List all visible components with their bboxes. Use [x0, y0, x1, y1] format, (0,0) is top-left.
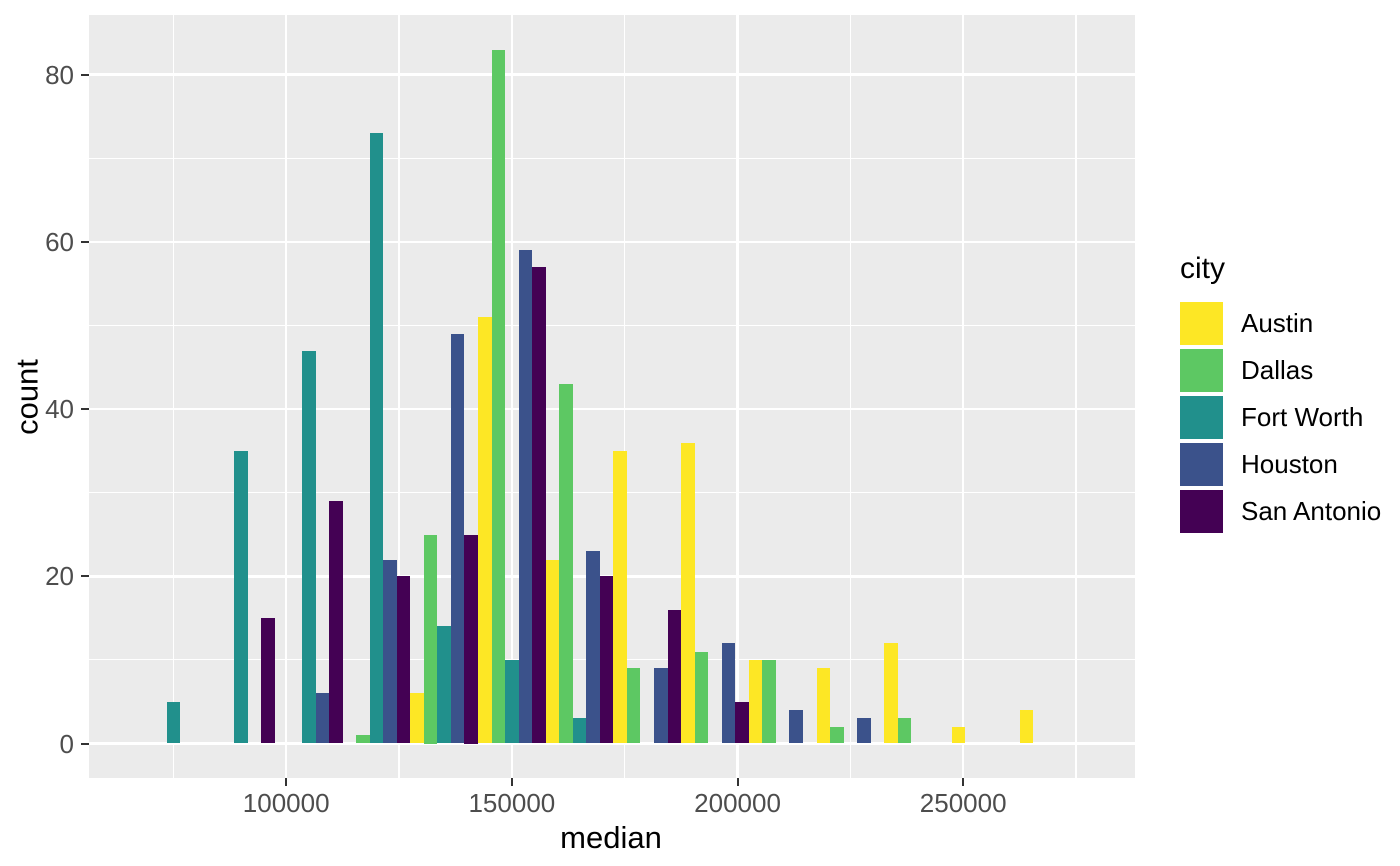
x-tick-mark — [285, 778, 288, 786]
legend-item-label: Houston — [1241, 449, 1338, 479]
y-major-gridline — [89, 73, 1135, 76]
bar-austin-bin150000 — [478, 317, 492, 744]
y-tick-mark — [81, 575, 89, 578]
y-tick-label: 40 — [45, 394, 74, 425]
bar-san-antonio-bin180000 — [667, 609, 682, 744]
y-minor-gridline — [89, 157, 1135, 159]
bar-fort-worth-bin165000 — [572, 718, 587, 744]
x-tick-label: 200000 — [694, 788, 781, 818]
legend: city Austin Dallas Fort Worth Houston San An… — [1180, 252, 1381, 537]
legend-key-swatch — [1180, 490, 1223, 533]
x-major-gridline — [284, 15, 288, 778]
bar-houston-bin165000 — [586, 551, 600, 744]
bar-houston-bin210000 — [789, 710, 803, 744]
bar-dallas-bin180000 — [626, 668, 641, 744]
bar-austin-bin225000 — [816, 668, 831, 744]
legend-items: Austin Dallas Fort Worth Houston San Antonio — [1180, 302, 1381, 533]
bar-dallas-bin120000 — [356, 735, 370, 744]
legend-item-label: Austin — [1241, 308, 1314, 338]
x-tick-label: 100000 — [242, 788, 330, 818]
bar-san-antonio-bin120000 — [396, 576, 411, 744]
bar-san-antonio-bin165000 — [599, 576, 614, 744]
x-minor-gridline — [172, 15, 174, 778]
bar-dallas-bin135000 — [423, 534, 438, 744]
bar-houston-bin195000 — [721, 643, 736, 744]
bar-san-antonio-bin195000 — [735, 701, 749, 744]
bar-dallas-bin195000 — [694, 651, 709, 744]
x-major-gridline — [961, 15, 965, 778]
legend-item-fort-worth: Fort Worth — [1180, 396, 1381, 439]
plot-panel — [89, 15, 1135, 778]
y-axis-title: count — [9, 359, 45, 435]
bar-san-antonio-bin105000 — [329, 501, 343, 744]
bar-austin-bin195000 — [681, 442, 695, 744]
y-tick-label: 20 — [45, 561, 74, 592]
bar-houston-bin180000 — [654, 668, 668, 744]
legend-item-label: San Antonio — [1241, 496, 1382, 526]
legend-key-swatch — [1180, 396, 1223, 439]
legend-item-dallas: Dallas — [1180, 349, 1381, 392]
bar-houston-bin225000 — [857, 718, 871, 744]
y-tick-mark — [81, 240, 89, 243]
y-tick-mark — [81, 742, 89, 745]
x-axis-title: median — [560, 820, 662, 855]
bar-austin-bin255000 — [951, 726, 966, 744]
bar-dallas-bin225000 — [830, 726, 844, 744]
bar-austin-bin180000 — [613, 450, 627, 744]
bar-san-antonio-bin150000 — [532, 266, 546, 744]
x-major-gridline — [510, 15, 514, 778]
bar-austin-bin240000 — [884, 643, 898, 744]
y-tick-label: 80 — [45, 59, 74, 90]
bar-austin-bin165000 — [545, 559, 560, 744]
bar-fort-worth-bin105000 — [301, 350, 316, 744]
legend-item-san-antonio: San Antonio — [1180, 490, 1381, 533]
bar-dallas-bin240000 — [897, 718, 912, 744]
bar-austin-bin210000 — [748, 659, 763, 744]
bar-fort-worth-bin75000 — [166, 701, 181, 744]
legend-title: city — [1180, 252, 1225, 285]
y-major-gridline — [89, 742, 1135, 745]
legend-item-austin: Austin — [1180, 302, 1381, 345]
y-tick-mark — [81, 73, 89, 76]
bar-houston-bin105000 — [315, 693, 330, 744]
x-tick-mark — [510, 778, 513, 786]
bar-san-antonio-bin90000 — [261, 618, 275, 744]
y-tick-label: 0 — [59, 728, 74, 759]
bar-dallas-bin210000 — [762, 659, 776, 744]
x-major-gridline — [736, 15, 739, 778]
legend-item-label: Dallas — [1241, 355, 1314, 385]
legend-key-swatch — [1180, 443, 1223, 486]
y-major-gridline — [89, 240, 1135, 244]
legend-item-label: Fort Worth — [1241, 402, 1364, 432]
x-minor-gridline — [624, 15, 626, 778]
bar-dallas-bin165000 — [559, 384, 573, 744]
y-tick-label: 60 — [45, 226, 74, 257]
x-tick-label: 250000 — [919, 788, 1007, 818]
x-minor-gridline — [849, 15, 851, 778]
x-minor-gridline — [398, 15, 400, 778]
bar-fort-worth-bin135000 — [437, 626, 451, 744]
bar-fort-worth-bin120000 — [369, 133, 384, 744]
y-minor-gridline — [89, 324, 1135, 327]
bar-fort-worth-bin90000 — [234, 450, 248, 744]
legend-item-houston: Houston — [1180, 443, 1381, 486]
bar-fort-worth-bin150000 — [505, 659, 519, 744]
bar-san-antonio-bin135000 — [464, 534, 478, 744]
x-minor-gridline — [1075, 15, 1077, 778]
bar-houston-bin120000 — [383, 559, 397, 744]
bar-houston-bin135000 — [450, 333, 465, 744]
bar-houston-bin150000 — [518, 250, 533, 744]
y-tick-mark — [81, 408, 89, 411]
legend-key-swatch — [1180, 349, 1223, 392]
bar-austin-bin135000 — [410, 693, 424, 744]
x-tick-mark — [736, 778, 739, 786]
bar-austin-bin270000 — [1019, 710, 1034, 744]
legend-key-swatch — [1180, 302, 1223, 345]
x-tick-label: 150000 — [468, 788, 556, 818]
y-major-gridline — [89, 407, 1135, 411]
bar-dallas-bin150000 — [491, 49, 506, 744]
y-minor-gridline — [89, 492, 1135, 494]
x-tick-mark — [962, 778, 965, 786]
